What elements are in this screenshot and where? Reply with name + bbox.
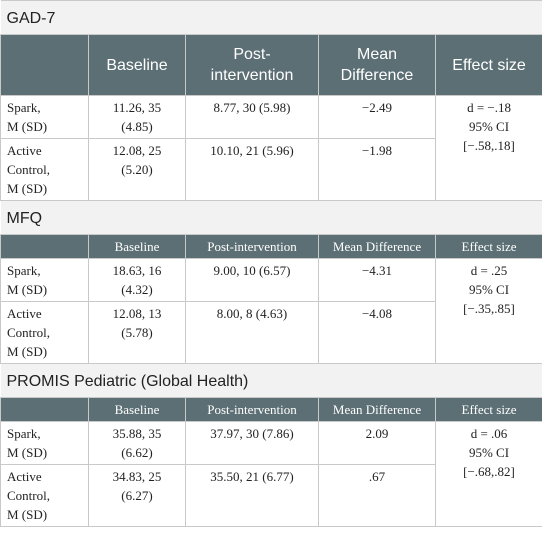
header-empty bbox=[0, 34, 89, 96]
header-baseline: Baseline bbox=[88, 234, 186, 259]
header-post-intervention: Post-intervention bbox=[185, 397, 319, 422]
effect-line: 95% CI bbox=[468, 445, 510, 460]
header-mean-difference: Mean Difference bbox=[318, 234, 436, 259]
row-label: Active Control, M (SD) bbox=[0, 301, 89, 364]
row-label-line: M (SD) bbox=[7, 344, 48, 359]
effect-line: [−.35,.85] bbox=[463, 301, 515, 316]
header-row-promis: Baseline Post-intervention Mean Differen… bbox=[0, 397, 542, 422]
row-label-line: M (SD) bbox=[7, 507, 48, 522]
post-cell: 8.77, 30 (5.98) bbox=[185, 95, 319, 139]
effect-size-cell: d = −.18 95% CI [−.58,.18] bbox=[434, 95, 542, 201]
row-label: Active Control, M (SD) bbox=[0, 138, 89, 201]
row-label-line: Spark, bbox=[7, 426, 41, 441]
header-empty bbox=[0, 234, 89, 259]
row-label-line: Control, bbox=[7, 488, 50, 503]
row-label-line: Control, bbox=[7, 325, 50, 340]
header-empty bbox=[0, 397, 89, 422]
section-row-gad7: GAD-7 bbox=[0, 0, 542, 35]
row-label: Spark, M (SD) bbox=[0, 258, 89, 302]
header-row-mfq: Baseline Post-intervention Mean Differen… bbox=[0, 234, 542, 259]
header-effect-size: Effect size bbox=[434, 34, 542, 96]
mean-diff-cell: .67 bbox=[318, 464, 436, 527]
row-label: Spark, M (SD) bbox=[0, 95, 89, 139]
header-mean-difference: Mean Difference bbox=[318, 34, 436, 96]
baseline-line: (5.20) bbox=[121, 162, 153, 177]
baseline-line: 34.83, 25 bbox=[112, 469, 162, 484]
baseline-cell: 18.63, 16 (4.32) bbox=[88, 258, 186, 302]
row-label-line: Spark, bbox=[7, 100, 41, 115]
mean-diff-cell: −4.08 bbox=[318, 301, 436, 364]
effect-size-cell: d = .25 95% CI [−.35,.85] bbox=[434, 258, 542, 364]
post-cell: 37.97, 30 (7.86) bbox=[185, 421, 319, 465]
section-row-mfq: MFQ bbox=[0, 200, 542, 235]
effect-size-cell: d = .06 95% CI [−.68,.82] bbox=[434, 421, 542, 527]
baseline-cell: 12.08, 13 (5.78) bbox=[88, 301, 186, 364]
effect-line: 95% CI bbox=[468, 282, 510, 297]
effect-line: d = −.18 bbox=[467, 100, 511, 115]
baseline-line: (6.27) bbox=[121, 488, 153, 503]
row-label: Active Control, M (SD) bbox=[0, 464, 89, 527]
row-label-line: Active bbox=[7, 306, 42, 321]
table-row: Active Control, M (SD) 12.08, 25 (5.20) 10.… bbox=[0, 138, 542, 201]
header-mean-line2: Difference bbox=[340, 67, 414, 84]
mean-diff-cell: −4.31 bbox=[318, 258, 436, 302]
row-label-line: Active bbox=[7, 143, 42, 158]
post-cell: 10.10, 21 (5.96) bbox=[185, 138, 319, 201]
table-row: Spark, M (SD) 11.26, 35 (4.85) 8.77, 30 (5… bbox=[0, 95, 542, 201]
row-label-line: Spark, bbox=[7, 263, 41, 278]
post-cell: 9.00, 10 (6.57) bbox=[185, 258, 319, 302]
baseline-cell: 35.88, 35 (6.62) bbox=[88, 421, 186, 465]
effect-line: 95% CI bbox=[468, 119, 510, 134]
row-label: Spark, M (SD) bbox=[0, 421, 89, 465]
baseline-cell: 34.83, 25 (6.27) bbox=[88, 464, 186, 527]
baseline-line: (5.78) bbox=[121, 325, 153, 340]
post-cell: 8.00, 8 (4.63) bbox=[185, 301, 319, 364]
table-row: Spark, M (SD) 18.63, 16 (4.32) 9.00, 10 (6… bbox=[0, 258, 542, 364]
baseline-line: (4.32) bbox=[121, 282, 153, 297]
baseline-cell: 12.08, 25 (5.20) bbox=[88, 138, 186, 201]
table-row: Spark, M (SD) 35.88, 35 (6.62) 37.97, 30 (… bbox=[0, 421, 542, 527]
header-baseline: Baseline bbox=[88, 397, 186, 422]
header-effect-size: Effect size bbox=[434, 397, 542, 422]
row-label-line: M (SD) bbox=[7, 119, 48, 134]
section-title-mfq: MFQ bbox=[0, 200, 542, 235]
mean-diff-cell: −2.49 bbox=[318, 95, 436, 139]
header-mean-line1: Mean bbox=[356, 46, 398, 63]
row-label-line: M (SD) bbox=[7, 445, 48, 460]
baseline-line: 12.08, 13 bbox=[112, 306, 162, 321]
baseline-line: (6.62) bbox=[121, 445, 153, 460]
header-post-line2: intervention bbox=[210, 67, 294, 84]
section-title-promis: PROMIS Pediatric (Global Health) bbox=[0, 363, 542, 398]
header-post-line1: Post- bbox=[233, 46, 271, 63]
row-label-line: M (SD) bbox=[7, 181, 48, 196]
effect-line: [−.58,.18] bbox=[463, 138, 515, 153]
baseline-line: (4.85) bbox=[121, 119, 153, 134]
effect-line: d = .06 bbox=[470, 426, 508, 441]
effect-line: [−.68,.82] bbox=[463, 464, 515, 479]
table-row: Active Control, M (SD) 34.83, 25 (6.27) 35.… bbox=[0, 464, 542, 527]
row-label-line: Active bbox=[7, 469, 42, 484]
baseline-line: 12.08, 25 bbox=[112, 143, 162, 158]
post-cell: 35.50, 21 (6.77) bbox=[185, 464, 319, 527]
header-effect-size: Effect size bbox=[434, 234, 542, 259]
row-label-line: Control, bbox=[7, 162, 50, 177]
baseline-line: 11.26, 35 bbox=[112, 100, 162, 115]
header-post-intervention: Post-intervention bbox=[185, 234, 319, 259]
header-mean-difference: Mean Difference bbox=[318, 397, 436, 422]
section-title-gad7: GAD-7 bbox=[0, 0, 542, 35]
header-row-gad7: Baseline Post-intervention Mean Differenc… bbox=[0, 34, 542, 96]
header-baseline: Baseline bbox=[88, 34, 186, 96]
baseline-cell: 11.26, 35 (4.85) bbox=[88, 95, 186, 139]
section-row-promis: PROMIS Pediatric (Global Health) bbox=[0, 363, 542, 398]
results-table: GAD-7 Baseline Post-intervention Mean Dif… bbox=[0, 0, 542, 527]
header-post-intervention: Post-intervention bbox=[185, 34, 319, 96]
baseline-line: 35.88, 35 bbox=[112, 426, 162, 441]
effect-line: d = .25 bbox=[470, 263, 508, 278]
row-label-line: M (SD) bbox=[7, 282, 48, 297]
mean-diff-cell: −1.98 bbox=[318, 138, 436, 201]
baseline-line: 18.63, 16 bbox=[112, 263, 162, 278]
mean-diff-cell: 2.09 bbox=[318, 421, 436, 465]
